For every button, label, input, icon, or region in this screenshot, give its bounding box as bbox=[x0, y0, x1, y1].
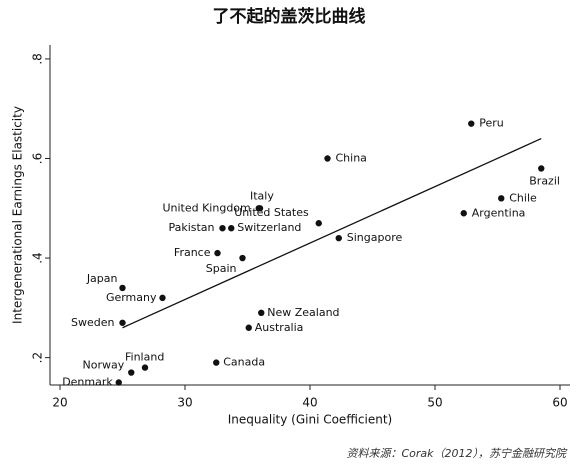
point-label: Argentina bbox=[472, 206, 526, 219]
point-label: United States bbox=[234, 206, 309, 219]
point bbox=[115, 379, 122, 386]
point-label: Singapore bbox=[347, 231, 403, 244]
x-tick-label: 50 bbox=[427, 396, 442, 410]
point-label: Peru bbox=[479, 117, 504, 130]
point-label: Sweden bbox=[71, 316, 114, 329]
point bbox=[255, 205, 262, 212]
x-tick-label: 60 bbox=[552, 396, 567, 410]
point bbox=[258, 309, 265, 317]
point bbox=[228, 224, 235, 232]
point bbox=[239, 254, 246, 262]
point bbox=[324, 155, 331, 162]
y-axis-title: Intergenerational Earnings Elasticity bbox=[11, 106, 25, 324]
point bbox=[335, 234, 342, 242]
point-label: Brazil bbox=[529, 174, 560, 187]
y-tick-label: .8 bbox=[31, 53, 45, 64]
x-tick-label: 20 bbox=[52, 396, 67, 410]
source-note: 资料来源：Corak（2012），苏宁金融研究院 bbox=[346, 447, 568, 460]
chart-title: 了不起的盖茨比曲线 bbox=[213, 6, 366, 27]
point-label: Switzerland bbox=[237, 221, 301, 234]
point bbox=[498, 195, 505, 202]
point-label: Italy bbox=[250, 189, 274, 202]
point-label: Norway bbox=[83, 359, 125, 372]
point-label: Pakistan bbox=[168, 221, 214, 234]
point bbox=[213, 359, 220, 366]
y-tick-label: .2 bbox=[31, 352, 45, 363]
x-tick-label: 40 bbox=[302, 396, 317, 410]
point-label: China bbox=[336, 151, 367, 164]
point-label: Canada bbox=[223, 356, 265, 369]
point bbox=[214, 249, 221, 257]
point-label: Finland bbox=[125, 351, 164, 364]
point-label: Germany bbox=[106, 291, 157, 304]
point-label: Denmark bbox=[62, 376, 113, 389]
point bbox=[460, 210, 467, 217]
point bbox=[219, 224, 226, 232]
point bbox=[468, 120, 475, 127]
point-label: United Kingdom bbox=[162, 201, 250, 214]
y-tick-label: .6 bbox=[31, 153, 45, 164]
point-label: Spain bbox=[206, 262, 237, 275]
point bbox=[141, 364, 149, 371]
point bbox=[119, 319, 126, 326]
point-label: France bbox=[174, 246, 211, 259]
point-label: Chile bbox=[509, 191, 537, 204]
point bbox=[119, 284, 126, 292]
x-axis-title: Inequality (Gini Coefficient) bbox=[228, 413, 392, 427]
x-tick-label: 30 bbox=[177, 396, 192, 410]
point-label: New Zealand bbox=[267, 306, 339, 319]
fit-line bbox=[122, 137, 542, 329]
point bbox=[159, 294, 166, 302]
point bbox=[538, 165, 545, 172]
point bbox=[245, 324, 252, 331]
y-tick-label: .4 bbox=[31, 252, 45, 263]
point bbox=[315, 220, 322, 227]
point bbox=[128, 369, 135, 376]
point-label: Australia bbox=[255, 321, 304, 334]
point-label: Japan bbox=[86, 272, 118, 285]
